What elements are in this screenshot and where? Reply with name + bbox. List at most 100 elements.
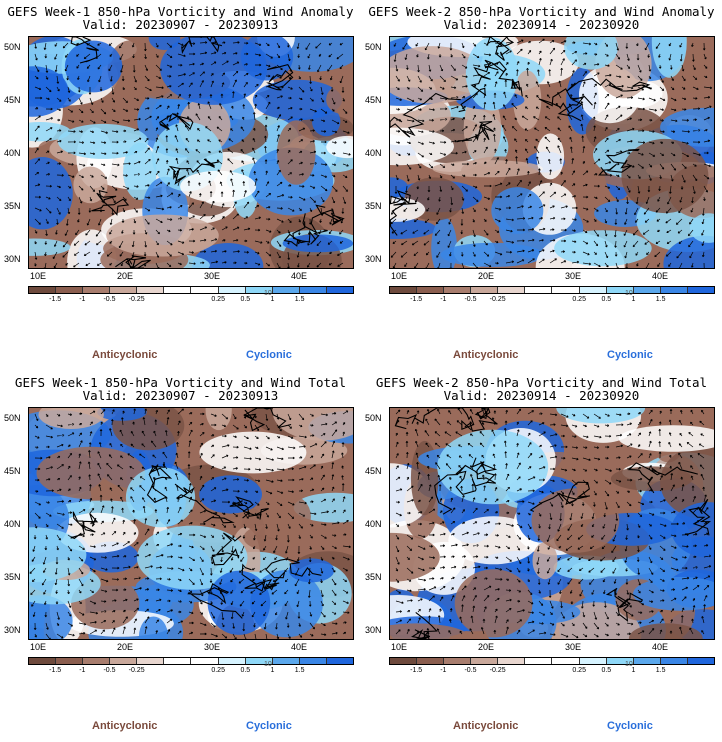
colorbar-swatch bbox=[390, 658, 418, 664]
lat-label: 30N bbox=[365, 254, 382, 264]
lon-label: 30E bbox=[204, 271, 221, 281]
colorbar-swatch bbox=[579, 658, 607, 664]
lon-label: 20E bbox=[117, 642, 134, 652]
colorbar-tick-label: 1 bbox=[270, 667, 275, 674]
lon-label: 40E bbox=[652, 271, 669, 281]
lon-label: 30E bbox=[204, 642, 221, 652]
colorbar-tick-label: 1 bbox=[270, 296, 275, 303]
colorbar-swatch bbox=[164, 287, 192, 293]
colorbar-swatch bbox=[272, 287, 300, 293]
colorbar bbox=[389, 657, 715, 665]
lon-label: 20E bbox=[478, 642, 495, 652]
colorbar-tick-label: -0.5 bbox=[103, 296, 116, 303]
colorbar-swatch bbox=[110, 287, 138, 293]
colorbar-tick-label: 1 bbox=[631, 296, 636, 303]
lat-label: 35N bbox=[365, 201, 382, 211]
colorbar-tick-label: -0.25 bbox=[489, 667, 506, 674]
panel-title: GEFS Week-2 850-hPa Vorticity and Wind A… bbox=[368, 4, 715, 19]
panel-title: GEFS Week-2 850-hPa Vorticity and Wind T… bbox=[375, 375, 708, 390]
lon-label: 40E bbox=[291, 271, 308, 281]
lat-label: 35N bbox=[365, 572, 382, 582]
colorbar-swatch bbox=[83, 658, 111, 664]
legend-cyclonic: Cyclonic bbox=[607, 349, 653, 361]
lat-label: 40N bbox=[365, 148, 382, 158]
vorticity-map bbox=[28, 36, 354, 269]
colorbar-tick-label: 1.5 bbox=[655, 667, 666, 674]
colorbar-swatch bbox=[606, 287, 634, 293]
colorbar-swatch bbox=[633, 658, 661, 664]
colorbar-swatch bbox=[218, 658, 246, 664]
lon-label: 40E bbox=[652, 642, 669, 652]
colorbar-swatch bbox=[29, 287, 57, 293]
vorticity-map bbox=[28, 407, 354, 640]
lat-label: 40N bbox=[4, 148, 21, 158]
panel-week2-anomaly: GEFS Week-2 850-hPa Vorticity and Wind A… bbox=[361, 0, 722, 371]
colorbar-tick-label: 0.25 bbox=[572, 667, 586, 674]
lat-label: 30N bbox=[4, 625, 21, 635]
colorbar-tick-label: 1.5 bbox=[294, 667, 305, 674]
map-svg bbox=[29, 37, 353, 268]
colorbar-swatch bbox=[552, 658, 580, 664]
colorbar-tick-label: -1 bbox=[79, 667, 86, 674]
colorbar-swatch bbox=[164, 658, 192, 664]
lat-label: 45N bbox=[365, 95, 382, 105]
colorbar-swatch bbox=[633, 287, 661, 293]
colorbar-tick-label: -0.25 bbox=[128, 296, 145, 303]
panel-title: GEFS Week-1 850-hPa Vorticity and Wind T… bbox=[14, 375, 347, 390]
colorbar-tick-label: -1 bbox=[440, 667, 447, 674]
colorbar-tick-label: 0.5 bbox=[240, 667, 251, 674]
lon-label: 20E bbox=[478, 271, 495, 281]
colorbar-swatch bbox=[606, 658, 634, 664]
colorbar-swatch bbox=[56, 658, 84, 664]
lat-label: 45N bbox=[4, 466, 21, 476]
vorticity-map bbox=[389, 407, 715, 640]
colorbar-swatch bbox=[660, 658, 688, 664]
colorbar-tick-label: 0.25 bbox=[572, 296, 586, 303]
panel-valid-dates: Valid: 20230914 - 20230920 bbox=[443, 388, 640, 403]
colorbar-swatch bbox=[29, 658, 57, 664]
wind-vectors bbox=[390, 38, 713, 268]
colorbar-tick-label: -0.5 bbox=[103, 667, 116, 674]
lon-label: 40E bbox=[291, 642, 308, 652]
lat-label: 35N bbox=[4, 201, 21, 211]
colorbar-swatch bbox=[245, 658, 273, 664]
lon-label: 10E bbox=[30, 271, 47, 281]
colorbar-tick-label: -0.5 bbox=[464, 667, 477, 674]
lat-label: 50N bbox=[4, 413, 21, 423]
panel-valid-dates: Valid: 20230907 - 20230913 bbox=[82, 388, 279, 403]
lon-label: 10E bbox=[391, 271, 408, 281]
colorbar-swatch bbox=[444, 658, 472, 664]
lon-label: 30E bbox=[565, 642, 582, 652]
colorbar-tick-label: 1 bbox=[631, 667, 636, 674]
lat-label: 50N bbox=[365, 42, 382, 52]
colorbar-swatch bbox=[137, 287, 165, 293]
lat-label: 50N bbox=[365, 413, 382, 423]
colorbar-swatch bbox=[272, 658, 300, 664]
colorbar-tick-label: -1 bbox=[79, 296, 86, 303]
colorbar-labels: -1.5 -1 -0.5 -0.25 0.25 0.5 1 1.5 bbox=[28, 296, 354, 308]
colorbar-swatch bbox=[417, 658, 445, 664]
lon-label: 10E bbox=[30, 642, 47, 652]
vector-scale-label: 10 bbox=[625, 290, 633, 297]
map-svg bbox=[29, 408, 353, 639]
colorbar-tick-label: -1 bbox=[440, 296, 447, 303]
panel-valid-dates: Valid: 20230914 - 20230920 bbox=[443, 17, 640, 32]
legend-anticyclonic: Anticyclonic bbox=[453, 349, 519, 361]
colorbar-swatch bbox=[218, 287, 246, 293]
legend-anticyclonic: Anticyclonic bbox=[92, 349, 158, 361]
colorbar-swatch bbox=[444, 287, 472, 293]
colorbar-tick-label: -1.5 bbox=[410, 667, 423, 674]
panel-valid-dates: Valid: 20230907 - 20230913 bbox=[82, 17, 279, 32]
colorbar-labels: -1.5 -1 -0.5 -0.25 0.25 0.5 1 1.5 bbox=[389, 296, 715, 308]
colorbar-tick-label: 0.5 bbox=[240, 296, 251, 303]
colorbar-labels: -1.5 -1 -0.5 -0.25 0.25 0.5 1 1.5 bbox=[389, 667, 715, 679]
colorbar-swatch bbox=[326, 658, 353, 664]
lat-label: 35N bbox=[4, 572, 21, 582]
colorbar-swatch bbox=[299, 287, 327, 293]
colorbar-tick-label: -0.5 bbox=[464, 296, 477, 303]
colorbar-swatch bbox=[498, 287, 526, 293]
colorbar bbox=[389, 286, 715, 294]
colorbar-tick-label: 1.5 bbox=[294, 296, 305, 303]
colorbar-swatch bbox=[137, 658, 165, 664]
colorbar-tick-label: -0.25 bbox=[128, 667, 145, 674]
